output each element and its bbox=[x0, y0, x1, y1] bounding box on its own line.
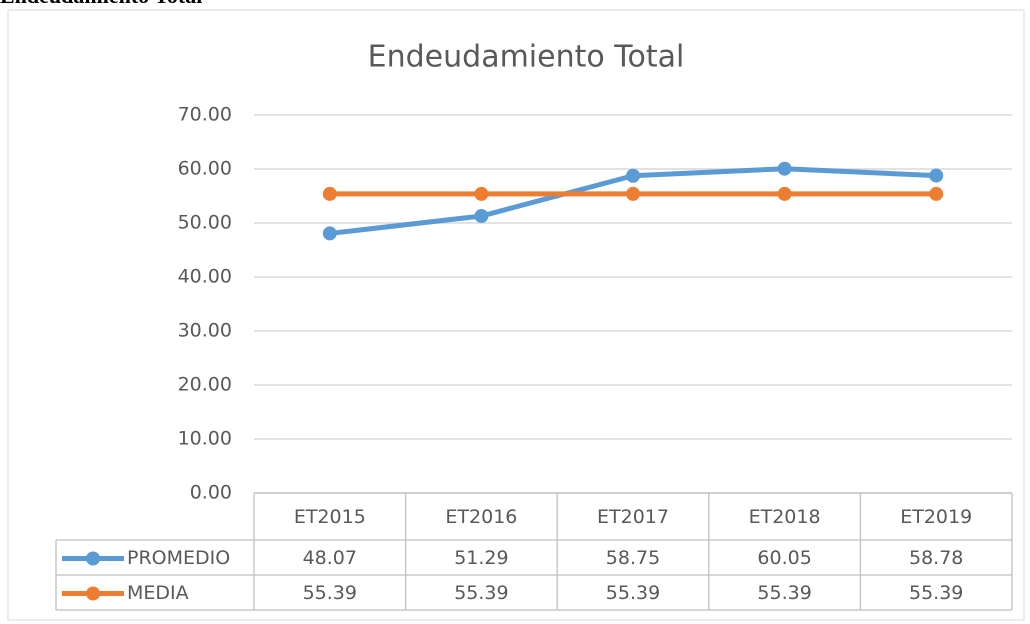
table-value: 58.75 bbox=[606, 547, 660, 569]
series-marker bbox=[474, 186, 489, 201]
y-tick-label: 60.00 bbox=[178, 158, 232, 180]
y-tick-label: 10.00 bbox=[178, 428, 232, 450]
chart-title: Endeudamiento Total bbox=[368, 40, 685, 75]
table-value: 55.39 bbox=[454, 582, 508, 604]
y-tick-label: 70.00 bbox=[178, 104, 232, 126]
table-value: 60.05 bbox=[757, 547, 811, 569]
x-tick-label: ET2016 bbox=[445, 506, 517, 528]
series-marker bbox=[626, 168, 640, 183]
chart-frame bbox=[7, 9, 1025, 621]
page-heading: Endeudamiento Total bbox=[0, 0, 202, 8]
series-marker bbox=[474, 209, 489, 224]
x-tick-label: ET2019 bbox=[900, 506, 972, 528]
series-marker bbox=[626, 186, 640, 201]
y-tick-label: 30.00 bbox=[178, 320, 232, 342]
series-marker bbox=[929, 168, 944, 183]
table-value: 48.07 bbox=[303, 547, 357, 569]
x-tick-label: ET2017 bbox=[597, 506, 669, 528]
y-tick-label: 40.00 bbox=[178, 266, 232, 288]
legend-marker bbox=[86, 551, 100, 566]
legend-label: PROMEDIO bbox=[127, 547, 230, 569]
table-value: 55.39 bbox=[909, 582, 963, 604]
table-value: 58.78 bbox=[909, 547, 963, 569]
series-marker bbox=[929, 186, 944, 201]
y-tick-label: 0.00 bbox=[190, 482, 232, 504]
x-tick-label: ET2015 bbox=[294, 506, 366, 528]
series-marker bbox=[777, 186, 792, 201]
series-marker bbox=[322, 226, 337, 241]
legend-label: MEDIA bbox=[127, 582, 189, 604]
table-value: 55.39 bbox=[606, 582, 660, 604]
x-tick-label: ET2018 bbox=[749, 506, 821, 528]
table-value: 55.39 bbox=[757, 582, 811, 604]
table-value: 51.29 bbox=[454, 547, 508, 569]
y-tick-label: 50.00 bbox=[178, 212, 232, 234]
table-value: 55.39 bbox=[303, 582, 357, 604]
series-marker bbox=[322, 186, 337, 201]
series-marker bbox=[777, 161, 792, 176]
legend-marker bbox=[86, 586, 100, 601]
y-tick-label: 20.00 bbox=[178, 374, 232, 396]
